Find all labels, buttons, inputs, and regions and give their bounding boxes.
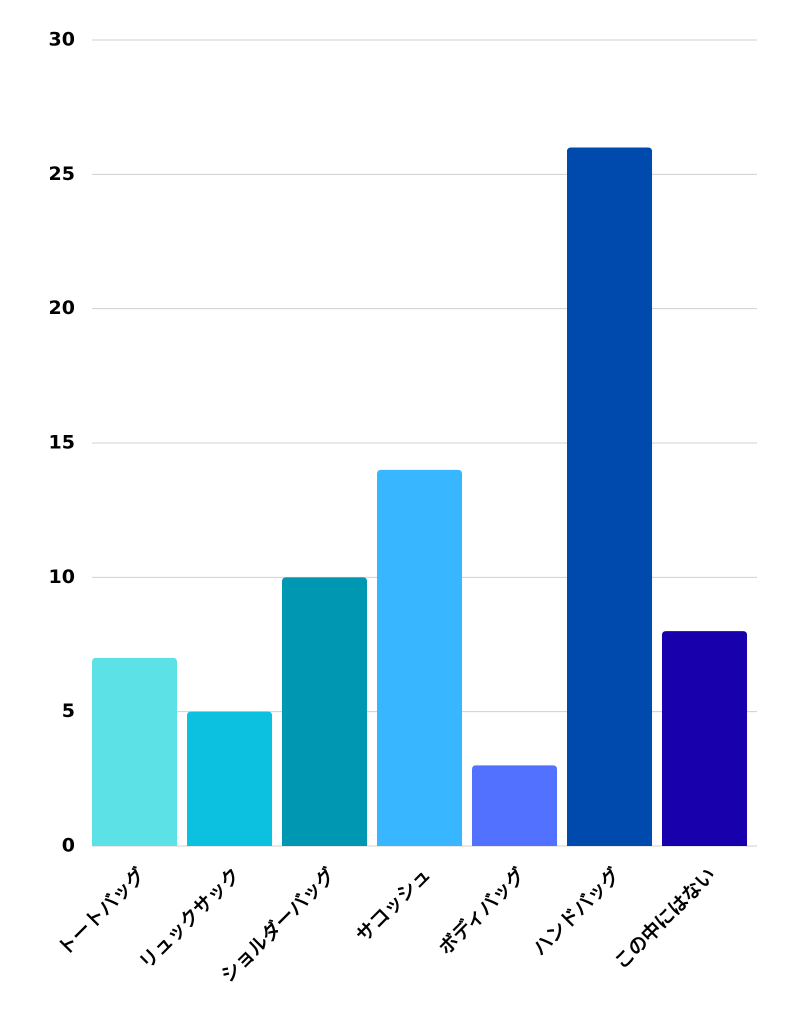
x-tick-label: トートバッグ [53,863,150,960]
y-tick-label: 30 [49,29,75,51]
bar [377,469,463,846]
bar [662,631,748,846]
y-tick-label: 10 [49,566,75,588]
y-tick-label: 20 [49,297,75,319]
x-tick-label: ボディバッグ [434,863,530,959]
x-tick-label: リュックサック [135,864,245,974]
bar [92,657,178,846]
y-tick-label: 0 [62,835,75,857]
bar [187,711,273,846]
bar [472,765,558,846]
bar [282,577,368,846]
y-tick-label: 5 [62,700,75,722]
bar [567,147,653,846]
y-tick-label: 25 [49,163,75,185]
x-tick-label: サコッシュ [352,864,435,947]
y-tick-label: 15 [49,432,75,454]
x-tick-label: この中にはない [610,863,720,973]
x-tick-label: ハンドバッグ [528,863,625,960]
